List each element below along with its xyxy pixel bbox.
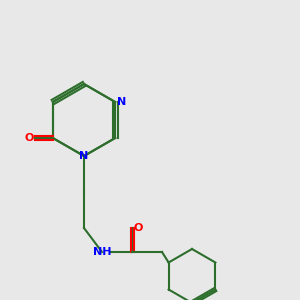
Text: N: N [80, 151, 88, 161]
Text: NH: NH [93, 247, 111, 257]
Text: O: O [133, 223, 143, 233]
Text: N: N [117, 97, 126, 107]
Text: O: O [24, 133, 34, 143]
